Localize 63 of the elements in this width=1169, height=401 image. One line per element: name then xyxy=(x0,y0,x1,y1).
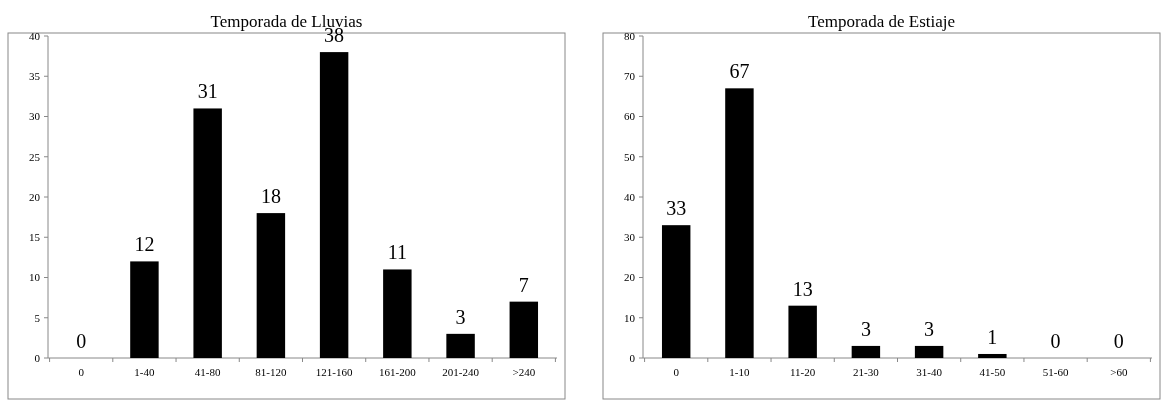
data-label: 7 xyxy=(518,273,529,296)
bar xyxy=(256,213,286,358)
bar xyxy=(193,108,222,358)
x-tick-label: 41-80 xyxy=(194,366,221,378)
data-label: 31 xyxy=(197,80,218,103)
data-label: 3 xyxy=(924,317,935,340)
y-tick-label: 20 xyxy=(29,190,41,203)
bar xyxy=(725,88,754,358)
data-label: 1 xyxy=(987,325,998,348)
data-label: 33 xyxy=(666,197,687,220)
y-tick-label: 15 xyxy=(29,231,41,244)
x-tick-label: 121-160 xyxy=(315,366,353,378)
data-label: 12 xyxy=(134,233,155,256)
x-tick-label: 0 xyxy=(673,366,680,378)
bar xyxy=(851,345,881,358)
x-tick-label: 1-10 xyxy=(729,366,750,378)
x-tick-label: 201-240 xyxy=(442,366,480,378)
bar xyxy=(978,353,1007,358)
x-tick-label: 81-120 xyxy=(255,366,287,378)
data-label: 11 xyxy=(387,241,407,264)
y-tick-label: 10 xyxy=(29,271,41,284)
x-tick-label: >240 xyxy=(512,366,536,378)
y-tick-label: 5 xyxy=(34,311,41,324)
x-tick-label: >60 xyxy=(1110,366,1128,378)
x-tick-label: 31-40 xyxy=(916,366,943,378)
y-tick-label: 0 xyxy=(34,351,41,364)
y-tick-label: 25 xyxy=(29,150,41,163)
data-label: 0 xyxy=(1050,330,1061,352)
y-tick-label: 60 xyxy=(624,110,636,123)
x-tick-label: 21-30 xyxy=(853,366,880,378)
data-label: 0 xyxy=(1113,330,1124,352)
y-tick-label: 10 xyxy=(624,311,636,324)
y-tick-label: 70 xyxy=(624,70,636,83)
chart-title: Temporada de Estiaje xyxy=(807,12,956,31)
bar xyxy=(383,269,412,358)
data-label: 3 xyxy=(455,305,466,328)
y-tick-label: 30 xyxy=(624,231,636,244)
y-tick-label: 40 xyxy=(624,190,636,203)
bar xyxy=(509,301,539,358)
x-tick-label: 161-200 xyxy=(379,366,417,378)
y-tick-label: 30 xyxy=(29,110,41,123)
x-tick-label: 1-40 xyxy=(134,366,155,378)
bar xyxy=(661,225,691,358)
x-tick-label: 0 xyxy=(78,366,85,378)
bar xyxy=(446,333,475,358)
y-tick-label: 20 xyxy=(624,271,636,284)
x-tick-label: 41-50 xyxy=(979,366,1006,378)
y-tick-label: 35 xyxy=(29,70,41,83)
y-tick-label: 80 xyxy=(624,29,636,42)
x-tick-label: 11-20 xyxy=(790,366,816,378)
bar xyxy=(914,345,944,358)
data-label: 0 xyxy=(76,330,87,352)
y-tick-label: 50 xyxy=(624,150,636,163)
data-label: 67 xyxy=(729,60,750,83)
bar xyxy=(319,52,349,358)
data-label: 18 xyxy=(260,185,281,208)
bar xyxy=(130,261,159,358)
data-label: 3 xyxy=(860,317,871,340)
bar xyxy=(788,305,817,358)
data-label: 13 xyxy=(792,277,813,300)
y-tick-label: 0 xyxy=(629,351,636,364)
y-tick-label: 40 xyxy=(29,29,41,42)
x-tick-label: 51-60 xyxy=(1042,366,1069,378)
